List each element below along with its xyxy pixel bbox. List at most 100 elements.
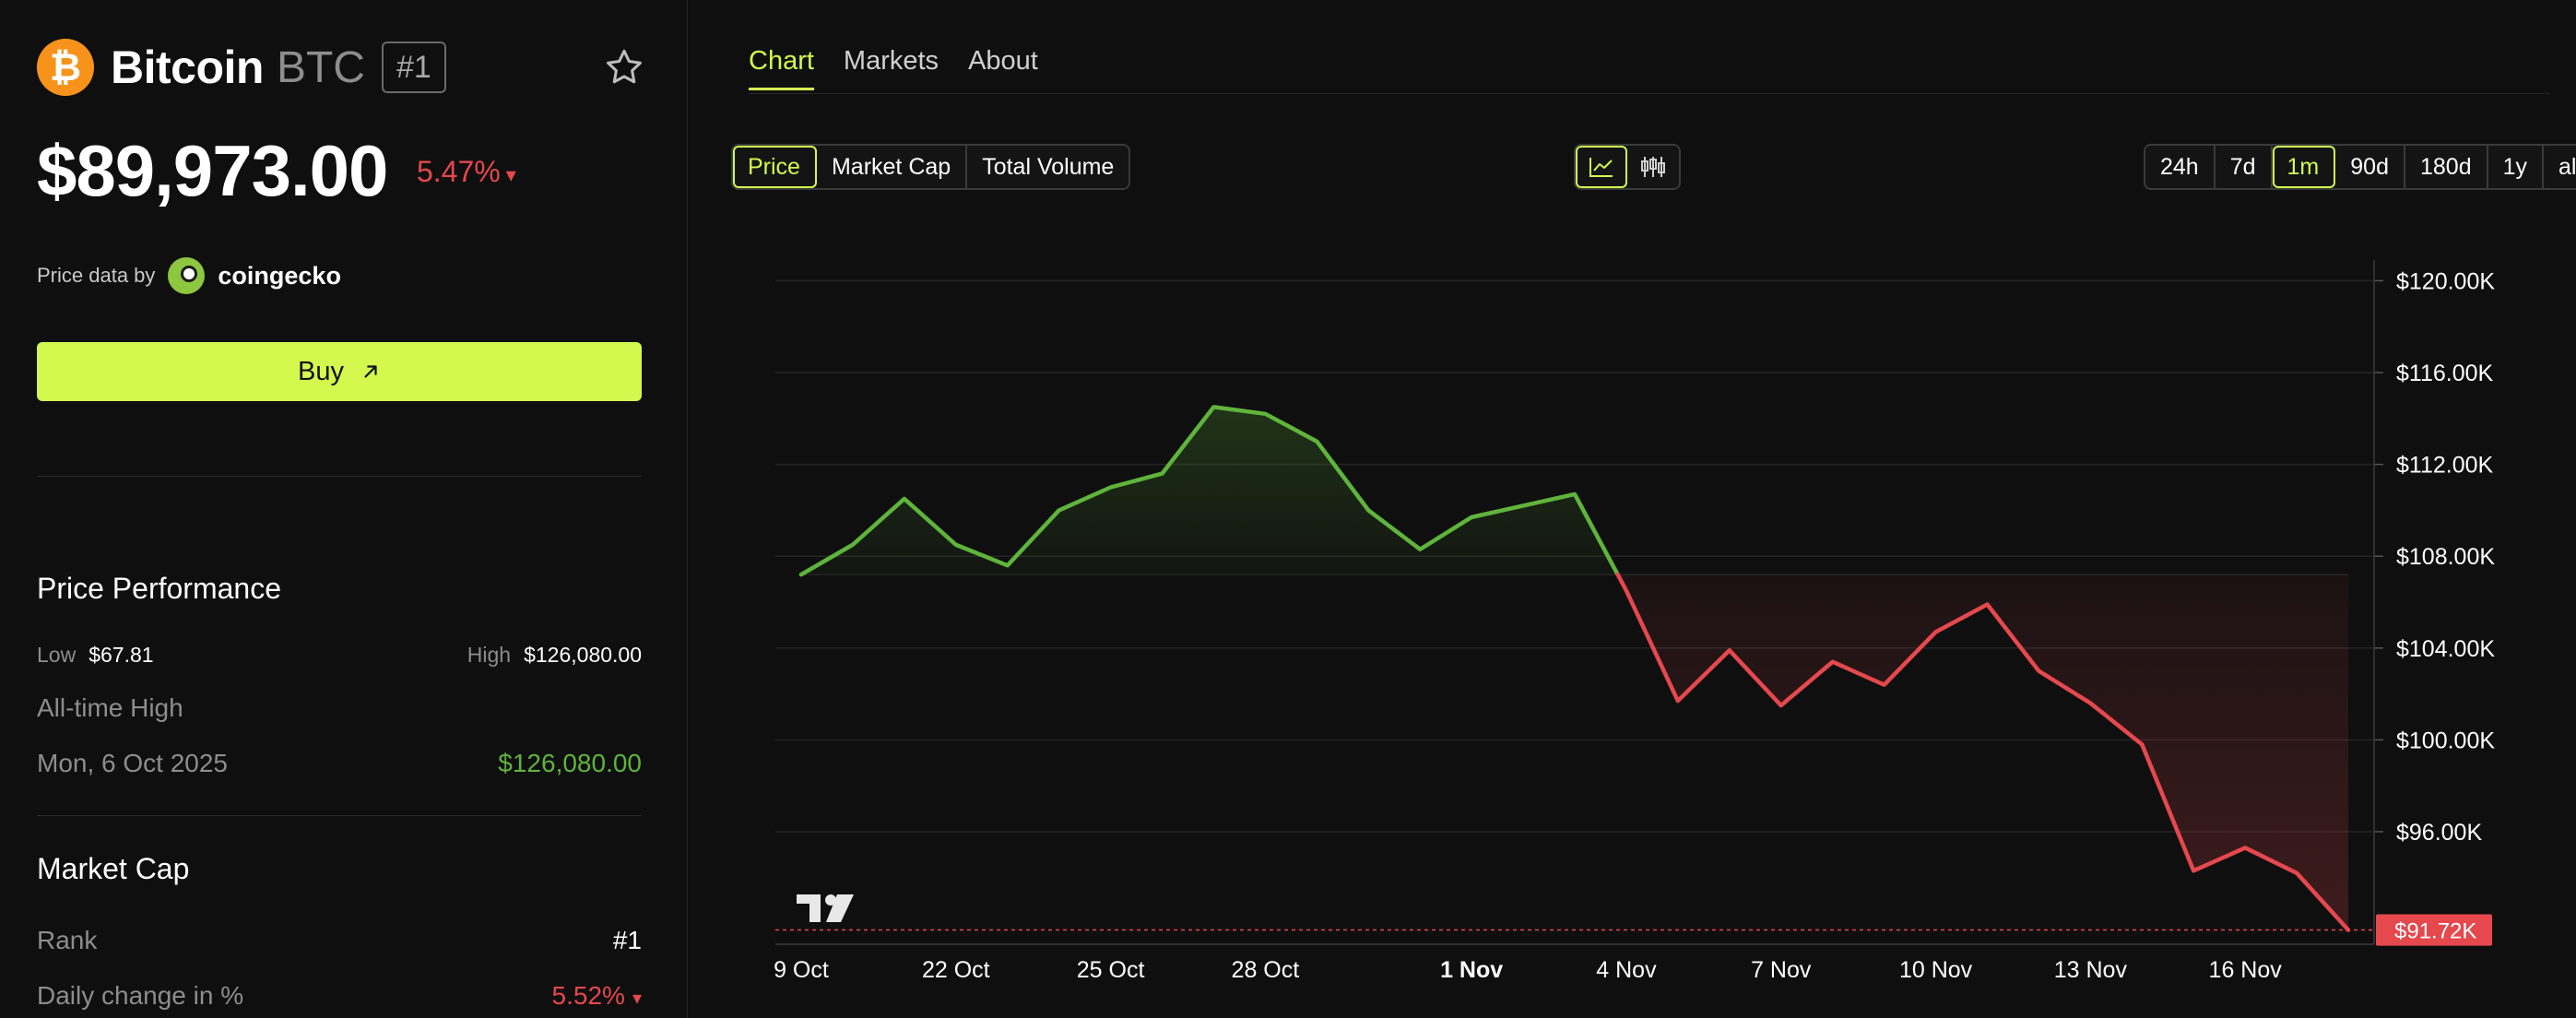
bitcoin-logo-icon: ₿ — [37, 39, 94, 96]
detail-tabs: Chart Markets About — [749, 46, 1038, 90]
range-90d[interactable]: 90d — [2335, 146, 2405, 188]
coin-name: Bitcoin — [111, 41, 264, 93]
rank-badge: #1 — [381, 41, 446, 93]
ath-value: $126,080.00 — [498, 749, 642, 777]
area-above-baseline — [800, 407, 1618, 575]
range-24h[interactable]: 24h — [2145, 146, 2216, 188]
data-point[interactable] — [1211, 405, 1215, 408]
low-value: $67.81 — [89, 643, 154, 667]
data-point[interactable] — [2243, 846, 2247, 849]
metric-market-cap[interactable]: Market Cap — [816, 146, 968, 188]
data-point[interactable] — [2037, 669, 2040, 673]
data-point[interactable] — [1779, 704, 1783, 707]
low-price: Low $67.81 — [37, 643, 154, 668]
ath-label-row: All-time High — [37, 693, 642, 723]
market-cap-title: Market Cap — [37, 852, 190, 885]
data-point[interactable] — [1934, 630, 1938, 633]
data-point[interactable] — [799, 573, 803, 576]
data-point[interactable] — [903, 497, 906, 501]
buy-button-label: Buy — [298, 356, 344, 386]
coingecko-logo-icon — [168, 257, 206, 294]
x-tick-label: 10 Nov — [1899, 957, 1973, 983]
down-triangle-icon: ▾ — [632, 988, 642, 1009]
current-price-label: $91.72K — [2394, 919, 2476, 944]
coin-summary-panel: ₿ Bitcoin BTC #1 $89,973.00 5.47% ▾ Price… — [0, 0, 688, 1018]
data-point[interactable] — [2192, 869, 2195, 872]
daily-change-value-wrap: 5.52% ▾ — [552, 981, 642, 1011]
x-tick-label: 28 Oct — [1232, 957, 1300, 983]
tradingview-logo-icon — [797, 894, 854, 922]
metric-total-volume[interactable]: Total Volume — [967, 146, 1129, 188]
down-triangle-icon: ▾ — [505, 163, 516, 186]
data-point[interactable] — [2140, 742, 2144, 746]
x-tick-label: 13 Nov — [2054, 957, 2128, 983]
metric-price[interactable]: Price — [733, 146, 817, 188]
range-all[interactable]: all — [2544, 146, 2576, 188]
data-point[interactable] — [2295, 871, 2298, 875]
x-tick-label: 9 Oct — [774, 957, 829, 983]
y-tick-label: $100.00K — [2396, 728, 2495, 753]
x-tick-label: 22 Oct — [922, 957, 990, 983]
data-point[interactable] — [1625, 589, 1628, 593]
x-tick-label: 7 Nov — [1751, 957, 1812, 983]
range-7d[interactable]: 7d — [2215, 146, 2273, 188]
data-point[interactable] — [1263, 412, 1267, 416]
price-data-attribution: Price data by coingecko — [37, 256, 341, 295]
metric-selector: Price Market Cap Total Volume — [731, 144, 1131, 190]
daily-change-label: Daily change in % — [37, 981, 244, 1010]
buy-button[interactable]: Buy — [37, 342, 642, 401]
data-point[interactable] — [1521, 503, 1525, 507]
data-point[interactable] — [851, 543, 855, 547]
x-tick-label: 4 Nov — [1596, 957, 1657, 983]
rank-value: #1 — [612, 926, 642, 954]
price-performance-title: Price Performance — [37, 572, 281, 605]
data-point[interactable] — [1315, 440, 1318, 444]
data-point[interactable] — [1676, 699, 1680, 703]
data-point[interactable] — [1573, 492, 1577, 496]
area-below-baseline — [1617, 574, 2349, 930]
candlestick-button[interactable] — [1627, 146, 1679, 188]
data-point[interactable] — [1728, 648, 1731, 652]
x-tick-label: 25 Oct — [1077, 957, 1145, 983]
y-tick-label: $108.00K — [2396, 544, 2495, 570]
current-price-marker — [2376, 914, 2492, 946]
tabs-underline — [749, 93, 2550, 94]
x-tick-label: 16 Nov — [2209, 957, 2283, 983]
price-change-badge: 5.47% ▾ — [417, 155, 516, 189]
data-point[interactable] — [954, 543, 958, 547]
price-data-label: Price data by — [37, 264, 156, 287]
data-point[interactable] — [1161, 472, 1164, 476]
y-tick-label: $96.00K — [2396, 820, 2482, 846]
line-chart-button[interactable] — [1576, 146, 1627, 188]
time-range-selector: 24h 7d 1m 90d 180d 1y all — [2144, 144, 2576, 190]
data-point[interactable] — [1418, 548, 1422, 551]
arrow-up-right-icon — [364, 365, 377, 378]
range-180d[interactable]: 180d — [2405, 146, 2488, 188]
data-point[interactable] — [1985, 602, 1989, 606]
tab-markets[interactable]: Markets — [843, 46, 939, 76]
data-point[interactable] — [1366, 508, 1370, 512]
range-1y[interactable]: 1y — [2487, 146, 2545, 188]
price-line-down[interactable] — [1615, 572, 2351, 932]
x-tick-label: 1 Nov — [1440, 957, 1503, 983]
data-point[interactable] — [1058, 508, 1061, 512]
chart-type-selector — [1574, 144, 1681, 190]
high-label: High — [467, 643, 512, 667]
favorite-star-icon[interactable] — [603, 46, 645, 89]
data-point[interactable] — [2088, 702, 2092, 705]
tab-chart[interactable]: Chart — [749, 46, 814, 90]
range-1m[interactable]: 1m — [2272, 146, 2336, 188]
data-point[interactable] — [1006, 563, 1010, 567]
tab-about[interactable]: About — [968, 46, 1038, 76]
data-point[interactable] — [1831, 660, 1835, 664]
data-point[interactable] — [1109, 486, 1113, 490]
coingecko-name[interactable]: coingecko — [218, 261, 341, 290]
section-divider — [37, 815, 642, 816]
data-point[interactable] — [1470, 515, 1473, 519]
rank-row: Rank #1 — [37, 926, 642, 955]
y-tick-label: $120.00K — [2396, 268, 2495, 294]
daily-change-row: Daily change in % 5.52% ▾ — [37, 981, 642, 1011]
data-point[interactable] — [1883, 683, 1886, 687]
daily-change-value: 5.52% — [551, 981, 625, 1010]
